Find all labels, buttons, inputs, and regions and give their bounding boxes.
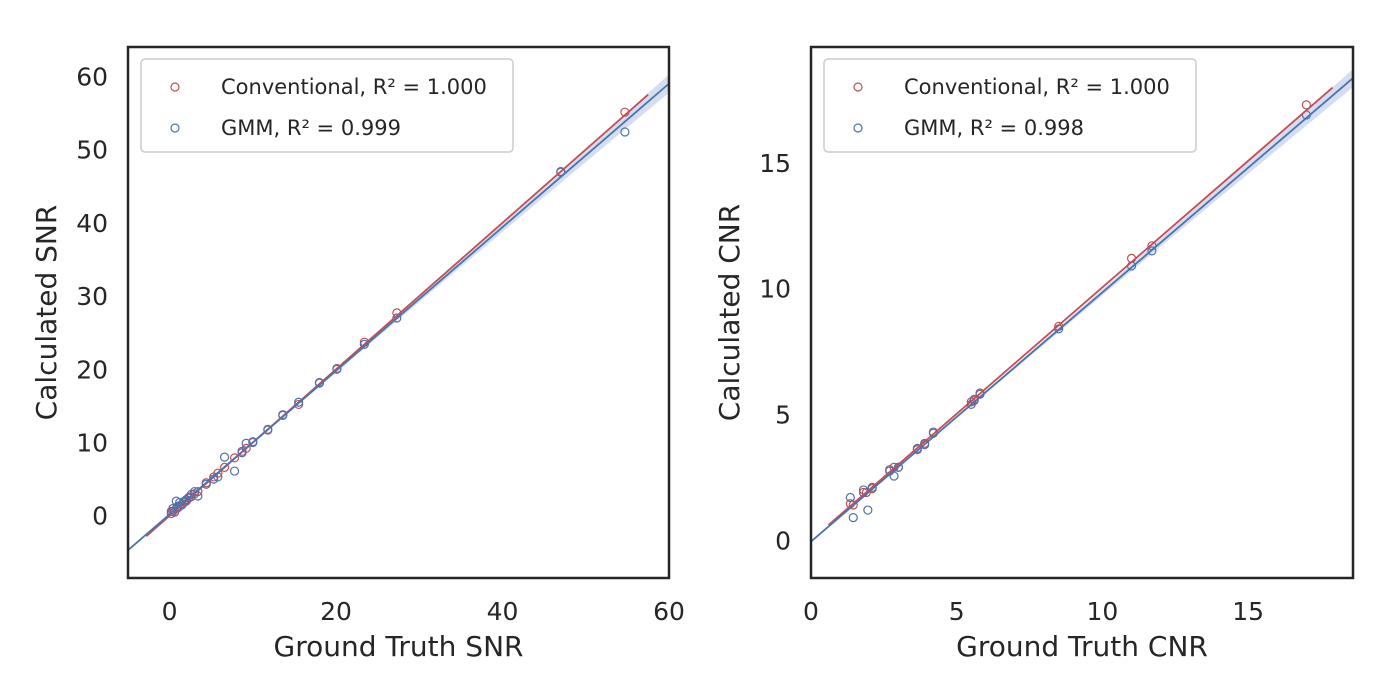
x-tick-label: 20	[320, 597, 352, 626]
y-tick-label: 60	[76, 62, 108, 91]
conventional-point	[1301, 100, 1311, 110]
legend: Conventional, R² = 1.000 GMM, R² = 0.999	[140, 58, 514, 153]
conventional-legend-marker	[170, 82, 180, 92]
y-tick-label: 10	[759, 275, 791, 304]
x-tick-label: 10	[1086, 597, 1118, 626]
x-axis-label: Ground Truth SNR	[274, 630, 524, 663]
gmm-point	[863, 505, 873, 515]
gmm-point	[263, 425, 273, 435]
plot-area	[811, 69, 1353, 543]
gmm-legend-label: GMM, R² = 0.998	[904, 116, 1084, 140]
y-tick-label: 5	[775, 400, 791, 429]
y-tick-label: 30	[76, 282, 108, 311]
gmm-legend-marker	[853, 123, 863, 133]
gmm-point	[332, 364, 342, 374]
gmm-point	[181, 495, 191, 505]
gmm-point	[359, 339, 369, 349]
y-tick-label: 0	[775, 526, 791, 555]
y-tick-label: 0	[92, 502, 108, 531]
legend: Conventional, R² = 1.000 GMM, R² = 0.998	[823, 58, 1197, 153]
conventional-fit-line	[827, 86, 1334, 526]
conventional-legend-label: Conventional, R² = 1.000	[221, 75, 487, 99]
gmm-point	[219, 452, 230, 462]
cnr-scatter-chart: 0 5 10 15 0 5 10 15 Ground Truth CNR Calculated C…	[713, 45, 1355, 663]
gmm-point	[248, 437, 258, 448]
gmm-point	[889, 471, 899, 481]
y-axis-label: Calculated CNR	[713, 204, 746, 421]
gmm-fit-line	[811, 77, 1353, 543]
gmm-point	[392, 313, 402, 323]
gmm-point	[912, 443, 922, 453]
y-tick-label: 40	[76, 209, 108, 238]
gmm-point	[620, 127, 630, 137]
gmm-point	[201, 479, 211, 489]
gmm-point	[1147, 246, 1157, 256]
gmm-legend-marker	[170, 123, 180, 133]
gmm-fit-line	[128, 82, 669, 551]
y-tick-label: 10	[76, 429, 108, 458]
gmm-point	[867, 482, 877, 493]
x-tick-label: 15	[1232, 597, 1264, 626]
legend-box	[823, 58, 1197, 153]
y-tick-label: 15	[759, 149, 791, 178]
gmm-legend-label: GMM, R² = 0.999	[221, 116, 401, 140]
snr-scatter-chart: 0 20 40 60 0 10 20 30 40 50 60 Ground Truth SNR Calc…	[30, 45, 685, 663]
x-tick-label: 0	[803, 597, 819, 626]
gmm-point	[184, 492, 194, 503]
gmm-point	[237, 448, 247, 458]
x-tick-label: 60	[653, 597, 685, 626]
gmm-point	[229, 466, 240, 476]
plot-area	[128, 74, 669, 551]
x-tick-label: 40	[487, 597, 519, 626]
legend-box	[140, 58, 514, 153]
y-tick-label: 50	[76, 136, 108, 165]
x-tick-label: 0	[162, 597, 178, 626]
conventional-legend-label: Conventional, R² = 1.000	[904, 75, 1170, 99]
plot-frame	[126, 45, 671, 580]
y-tick-label: 20	[76, 355, 108, 384]
gmm-point	[294, 397, 304, 407]
x-tick-label: 5	[949, 597, 965, 626]
gmm-point	[278, 410, 288, 420]
gmm-point	[845, 492, 855, 503]
x-axis-label: Ground Truth CNR	[956, 630, 1208, 663]
conventional-point	[219, 462, 230, 473]
conventional-legend-marker	[853, 82, 863, 92]
conventional-point	[229, 453, 240, 463]
y-axis-label: Calculated SNR	[30, 205, 63, 421]
plot-frame	[809, 45, 1355, 580]
gmm-point	[848, 513, 858, 523]
